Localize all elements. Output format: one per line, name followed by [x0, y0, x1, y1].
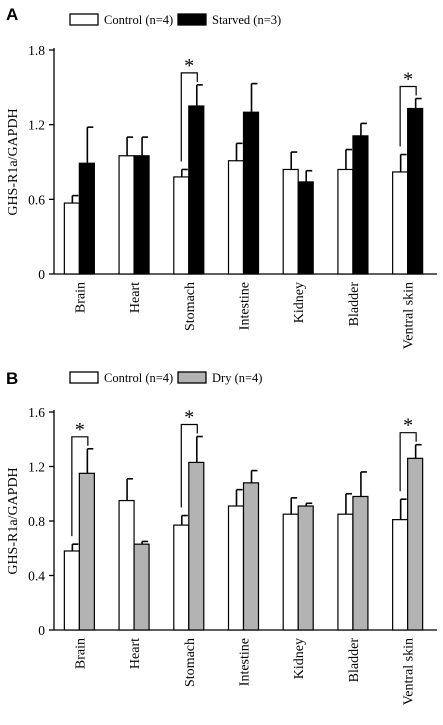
legend-swatch — [69, 13, 99, 26]
y-tick-label: 1.6 — [28, 405, 45, 420]
bar-group-stomach: Stomach — [173, 435, 205, 687]
x-tick-label: Kidney — [292, 282, 307, 323]
y-axis-label: GHS-R1a/GAPDH — [6, 467, 21, 574]
legend-label: Dry (n=4) — [212, 371, 262, 385]
significance-asterisk: * — [184, 55, 194, 77]
bar-control-ventral-skin — [392, 519, 409, 631]
bracket-line — [180, 72, 198, 162]
x-tick-label: Heart — [128, 282, 143, 313]
x-tick-label: Brain — [73, 282, 88, 313]
bar-dry-ventral-skin — [407, 457, 424, 631]
bar-starved-intestine — [242, 111, 260, 275]
x-tick-label: Heart — [128, 638, 143, 669]
bar-control-kidney — [282, 168, 299, 275]
bar-group-brain: Brain — [63, 447, 95, 669]
x-tick-label: Intestine — [238, 282, 253, 330]
bar-control-kidney — [282, 513, 299, 631]
bar-group-kidney: Kidney — [282, 497, 314, 679]
bar-starved-stomach — [188, 105, 205, 275]
significance-bracket: * — [180, 55, 198, 162]
bar-starved-heart — [133, 155, 150, 275]
x-tick-label: Stomach — [183, 282, 198, 331]
y-tick-label: 0 — [38, 623, 45, 638]
bar-group-kidney: Kidney — [282, 151, 314, 323]
y-tick-label: 0.6 — [28, 192, 45, 207]
bar-group-bladder: Bladder — [337, 471, 369, 683]
x-tick-label: Kidney — [292, 638, 307, 679]
bar-control-brain — [63, 202, 80, 275]
bracket-line — [71, 436, 89, 537]
bar-group-heart: Heart — [118, 136, 150, 313]
x-tick-label: Intestine — [238, 638, 253, 686]
legend-swatch — [69, 371, 99, 384]
bar-group-ventral-skin: Ventral skin — [392, 443, 424, 705]
y-tick-label: 1.2 — [28, 118, 45, 133]
significance-asterisk: * — [184, 407, 194, 429]
bar-control-ventral-skin — [392, 171, 409, 275]
y-tick-label: 0.4 — [28, 569, 45, 584]
bar-group-bladder: Bladder — [337, 122, 369, 327]
bar-group-ventral-skin: Ventral skin — [392, 97, 424, 349]
bar-group-stomach: Stomach — [173, 84, 205, 331]
x-tick-label: Bladder — [347, 638, 362, 683]
significance-asterisk: * — [403, 415, 413, 437]
bar-group-brain: Brain — [63, 126, 95, 313]
bar-control-stomach — [173, 524, 190, 631]
bar-starved-ventral-skin — [407, 107, 424, 275]
significance-asterisk: * — [75, 419, 85, 441]
x-tick-label: Ventral skin — [402, 282, 417, 349]
bar-control-intestine — [227, 505, 245, 631]
y-axis-label: GHS-R1a/GAPDH — [6, 108, 21, 215]
bar-starved-bladder — [352, 135, 369, 275]
x-tick-label: Brain — [73, 638, 88, 669]
bar-starved-brain — [78, 162, 95, 275]
bar-control-heart — [118, 499, 135, 631]
chart-panel-b: B Control (n=4) Dry (n=4) 0 0.4 0.8 1.2 1.6 GHS-… — [6, 369, 437, 705]
legend-label: Control (n=4) — [104, 13, 173, 27]
bar-starved-kidney — [297, 181, 314, 275]
bar-control-stomach — [173, 176, 190, 275]
bar-control-intestine — [227, 160, 245, 275]
significance-bracket: * — [180, 407, 198, 508]
bar-dry-bladder — [352, 495, 369, 631]
y-tick-label: 1.8 — [28, 43, 45, 58]
bar-group-heart: Heart — [118, 477, 150, 669]
bracket-line — [399, 85, 417, 147]
legend-label: Starved (n=3) — [212, 13, 281, 27]
y-tick-label: 1.2 — [28, 460, 45, 475]
bracket-line — [180, 423, 198, 508]
legend-label: Control (n=4) — [104, 371, 173, 385]
significance-bracket: * — [71, 419, 89, 537]
significance-bracket: * — [399, 415, 417, 492]
bar-dry-kidney — [297, 505, 314, 631]
bar-control-heart — [118, 155, 135, 275]
chart-panel-a: A Control (n=4) Starved (n=3) 0 0.6 1.2 1.8 GHS… — [6, 5, 437, 349]
legend-swatch — [177, 13, 207, 26]
bar-control-bladder — [337, 513, 354, 631]
bracket-line — [399, 432, 417, 492]
bar-control-bladder — [337, 168, 354, 275]
x-tick-label: Bladder — [347, 282, 362, 327]
x-tick-label: Ventral skin — [402, 638, 417, 705]
bar-dry-heart — [133, 543, 150, 631]
bar-dry-brain — [78, 472, 95, 631]
legend-swatch — [177, 371, 207, 384]
y-tick-label: 0.8 — [28, 514, 45, 529]
significance-bracket: * — [399, 69, 417, 147]
bar-dry-stomach — [188, 461, 205, 631]
significance-asterisk: * — [403, 69, 413, 91]
panel-label: A — [6, 5, 18, 24]
bar-group-intestine: Intestine — [227, 82, 260, 330]
bar-group-intestine: Intestine — [227, 469, 260, 686]
y-tick-label: 0 — [38, 267, 45, 282]
x-tick-label: Stomach — [183, 638, 198, 687]
bar-dry-intestine — [242, 482, 260, 631]
panel-label: B — [6, 369, 18, 388]
bar-control-brain — [63, 550, 80, 631]
